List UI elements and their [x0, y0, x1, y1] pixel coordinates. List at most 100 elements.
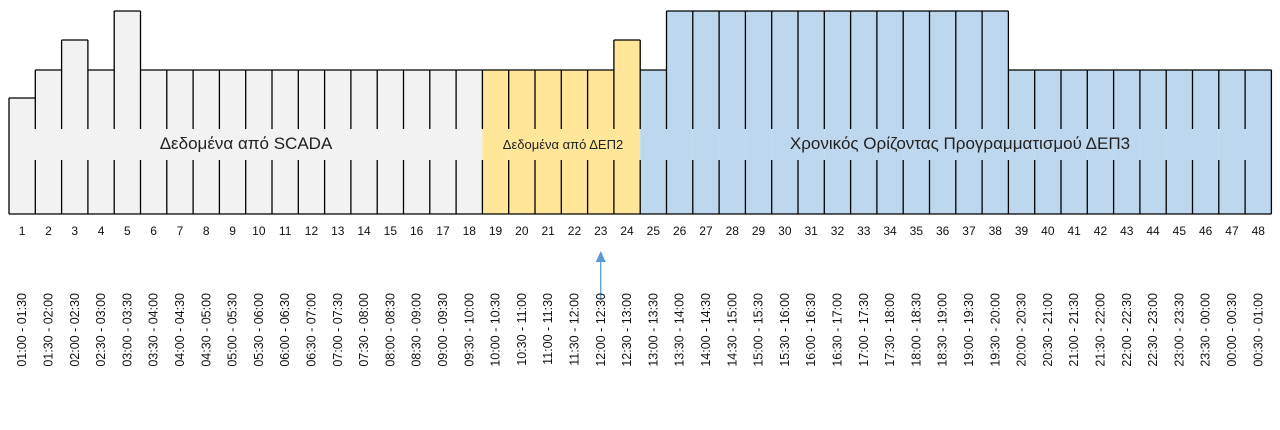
slot-time-13: 07:00 - 07:30: [331, 293, 345, 367]
slot-number-32: 32: [831, 224, 845, 238]
slot-number-40: 40: [1041, 224, 1055, 238]
slot-number-17: 17: [436, 224, 450, 238]
slot-number-6: 6: [150, 224, 157, 238]
slot-number-48: 48: [1252, 224, 1266, 238]
slot-bar-22: [561, 70, 588, 214]
slot-time-45: 23:00 - 23:30: [1172, 293, 1186, 367]
slot-bar-16: [403, 70, 430, 214]
slot-time-20: 10:30 - 11:00: [515, 293, 529, 366]
slot-time-34: 17:30 - 18:00: [883, 293, 897, 367]
slot-time-16: 08:30 - 09:00: [410, 293, 424, 367]
slot-bar-24: [613, 40, 641, 214]
slot-bar-34: [876, 11, 904, 214]
slot-number-46: 46: [1199, 224, 1213, 238]
slot-time-28: 14:30 - 15:00: [725, 293, 739, 367]
slot-time-7: 04:00 - 04:30: [173, 293, 187, 367]
slot-bar-26: [666, 11, 693, 214]
slot-bar-43: [1113, 70, 1140, 214]
slot-number-1: 1: [19, 224, 26, 238]
slot-time-48: 00:30 - 01:00: [1251, 293, 1265, 367]
slot-time-44: 22:30 - 23:00: [1146, 293, 1160, 367]
slot-number-16: 16: [410, 224, 424, 238]
slot-layer: [8, 10, 1273, 215]
slot-number-36: 36: [936, 224, 950, 238]
slot-time-30: 15:30 - 16:00: [778, 293, 792, 367]
slot-bar-8: [193, 70, 220, 214]
slot-time-38: 19:30 - 20:00: [988, 293, 1002, 367]
segment-label-dep3-horizon: Χρονικός Ορίζοντας Προγραμματισμού ΔΕΠ3: [790, 134, 1130, 153]
slot-time-40: 20:30 - 21:00: [1041, 293, 1055, 367]
slot-bar-38: [982, 11, 1009, 214]
segment-layer: [9, 11, 1272, 214]
slot-number-23: 23: [594, 224, 608, 238]
slot-bar-30: [771, 11, 798, 214]
slot-number-20: 20: [515, 224, 529, 238]
slot-time-9: 05:00 - 05:30: [226, 293, 240, 367]
slot-number-15: 15: [384, 224, 398, 238]
slot-time-18: 09:30 - 10:00: [462, 293, 476, 367]
slot-time-10: 05:30 - 06:00: [252, 293, 266, 367]
slot-number-26: 26: [673, 224, 687, 238]
slot-time-15: 08:00 - 08:30: [383, 293, 397, 367]
slot-time-26: 13:30 - 14:00: [673, 293, 687, 367]
marker-layer: [595, 251, 606, 300]
slot-number-45: 45: [1173, 224, 1187, 238]
slot-time-22: 11:30 - 12:00: [567, 293, 581, 366]
slot-number-18: 18: [463, 224, 477, 238]
slot-number-2: 2: [45, 224, 52, 238]
slot-bar-29: [745, 11, 772, 214]
slot-number-33: 33: [857, 224, 871, 238]
slot-number-10: 10: [252, 224, 266, 238]
slot-bar-6: [140, 70, 167, 214]
slot-bar-46: [1192, 70, 1219, 214]
slot-time-47: 00:00 - 00:30: [1225, 293, 1239, 367]
slot-bar-9: [219, 70, 246, 214]
slot-time-37: 19:00 - 19:30: [962, 293, 976, 367]
slot-number-41: 41: [1067, 224, 1081, 238]
slot-time-3: 02:00 - 02:30: [68, 293, 82, 367]
slot-bar-25: [640, 70, 667, 214]
slot-number-19: 19: [489, 224, 503, 238]
slot-number-44: 44: [1146, 224, 1160, 238]
slot-number-4: 4: [98, 224, 105, 238]
slot-bar-44: [1139, 70, 1167, 214]
slot-bar-40: [1034, 70, 1061, 214]
slot-bar-3: [61, 40, 88, 214]
slot-bar-36: [929, 11, 956, 214]
slot-bar-10: [245, 70, 272, 214]
slot-number-9: 9: [229, 224, 236, 238]
slot-time-29: 15:00 - 15:30: [752, 293, 766, 367]
slot-bar-32: [824, 11, 851, 214]
segment-label-dep2: Δεδομένα από ΔΕΠ2: [503, 137, 623, 152]
slot-number-29: 29: [752, 224, 766, 238]
slot-time-21: 11:00 - 11:30: [541, 293, 555, 365]
slot-number-39: 39: [1015, 224, 1029, 238]
slot-time-1: 01:00 - 01:30: [15, 293, 29, 367]
slot-bar-17: [429, 70, 457, 214]
slot-time-24: 12:30 - 13:00: [620, 293, 634, 367]
slot-time-42: 21:30 - 22:00: [1093, 293, 1107, 367]
slot-bar-21: [535, 70, 562, 214]
slot-bar-15: [377, 70, 404, 214]
slot-bar-14: [350, 70, 378, 214]
slot-bar-23: [587, 70, 614, 214]
segment-label-layer: Δεδομένα από SCADA Δεδομένα από ΔΕΠ2 Χρο…: [160, 134, 1130, 153]
slot-bar-39: [1008, 70, 1035, 214]
slot-bar-47: [1218, 70, 1246, 214]
slot-time-25: 13:00 - 13:30: [646, 293, 660, 367]
slot-time-17: 09:00 - 09:30: [436, 293, 450, 367]
slot-number-22: 22: [568, 224, 582, 238]
slot-number-8: 8: [203, 224, 210, 238]
slot-time-31: 16:00 - 16:30: [804, 293, 818, 367]
slot-time-43: 22:00 - 22:30: [1120, 293, 1134, 367]
slot-bar-19: [482, 70, 509, 214]
slot-time-4: 02:30 - 03:00: [94, 293, 108, 367]
slot-time-41: 21:00 - 21:30: [1067, 293, 1081, 367]
slot-time-32: 16:30 - 17:00: [830, 293, 844, 367]
slot-bar-7: [166, 70, 194, 214]
current-slot-arrow-head: [595, 251, 606, 262]
slot-number-43: 43: [1120, 224, 1134, 238]
slot-number-34: 34: [883, 224, 897, 238]
slot-time-14: 07:30 - 08:00: [357, 293, 371, 367]
